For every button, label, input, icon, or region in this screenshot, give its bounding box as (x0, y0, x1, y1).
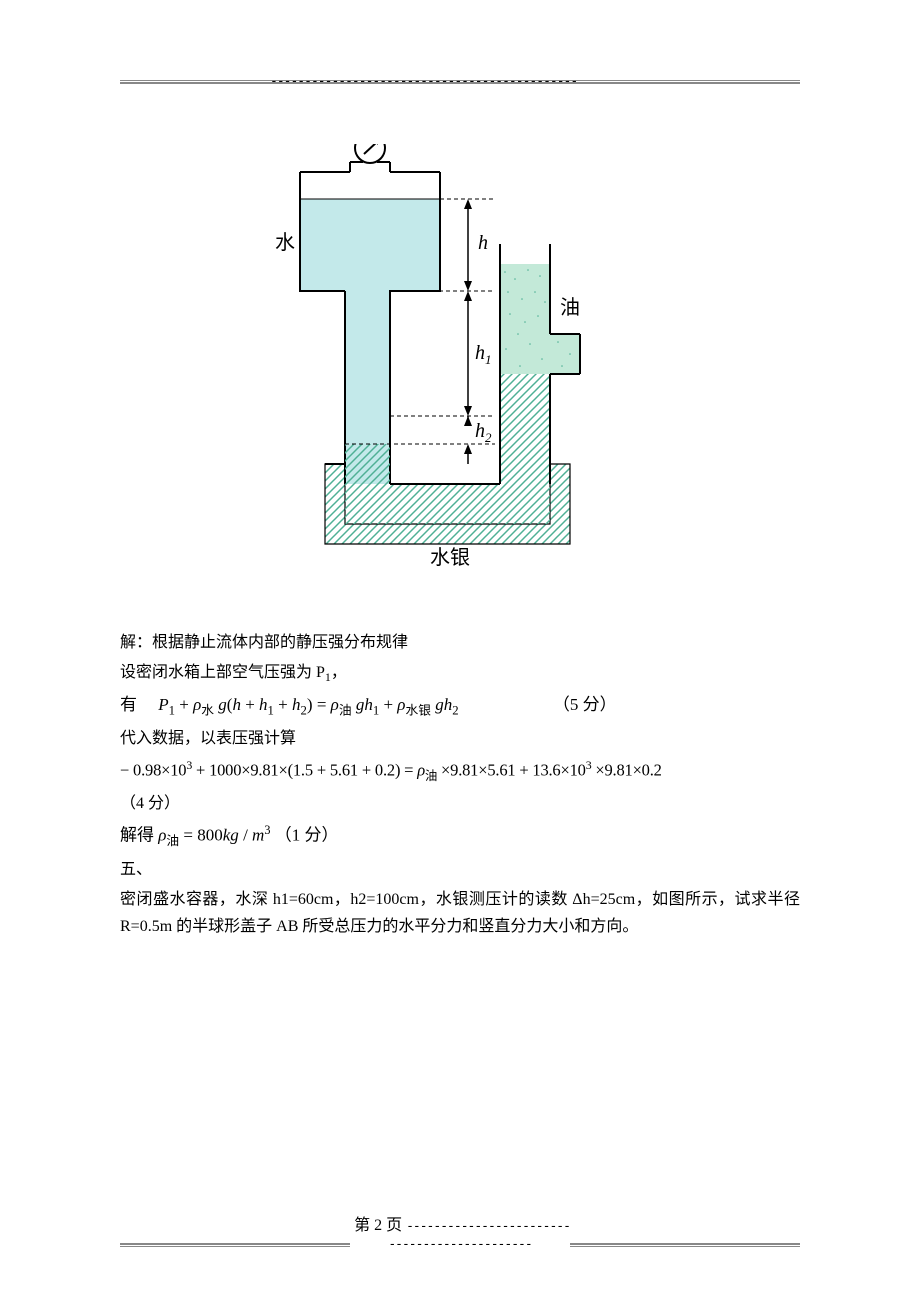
diagram-container: 水 油 水银 h h1 h2 (120, 144, 800, 589)
label-mercury: 水银 (430, 546, 470, 569)
sol-line2: 设密闭水箱上部空气压强为 P1， (120, 659, 800, 688)
label-water: 水 (275, 231, 295, 254)
sol-eq1: 有 P1 + ρ水 g(h + h1 + h2) = ρ油 gh1 + ρ水银 … (120, 691, 800, 722)
header-rule: ----------------------------------------… (120, 80, 800, 84)
footer: 第 2 页-----------------------------------… (120, 1243, 800, 1247)
score-4: （4 分） (120, 790, 800, 817)
dim-h2: h2 (475, 420, 492, 445)
section-5-body: 密闭盛水容器，水深 h1=60cm，h2=100cm，水银测压计的读数 Δh=2… (120, 886, 800, 940)
score-5: （5 分） (553, 695, 617, 714)
sol-result: 解得 ρ油 = 800kg / m3 （1 分） (120, 820, 800, 853)
manometer-diagram: 水 油 水银 h h1 h2 (270, 144, 650, 584)
header-dashes: ----------------------------------------… (270, 74, 577, 89)
dim-h: h (478, 232, 488, 254)
page-number: 第 2 页 (350, 1211, 406, 1235)
sol-line4: 代入数据，以表压强计算 (120, 725, 800, 752)
score-1: （1 分） (275, 826, 339, 845)
label-oil: 油 (560, 296, 580, 319)
dim-h1: h1 (475, 342, 492, 367)
footer-text: 第 2 页-----------------------------------… (350, 1211, 570, 1253)
section-5-title: 五、 (120, 856, 800, 883)
sol-line1: 解：根据静止流体内部的静压强分布规律 (120, 629, 800, 656)
sol-long-eq: − 0.98×103 + 1000×9.81×(1.5 + 5.61 + 0.2… (120, 755, 800, 787)
solution-text: 解：根据静止流体内部的静压强分布规律 设密闭水箱上部空气压强为 P1， 有 P1… (120, 629, 800, 940)
footer-rule: 第 2 页-----------------------------------… (120, 1243, 800, 1247)
